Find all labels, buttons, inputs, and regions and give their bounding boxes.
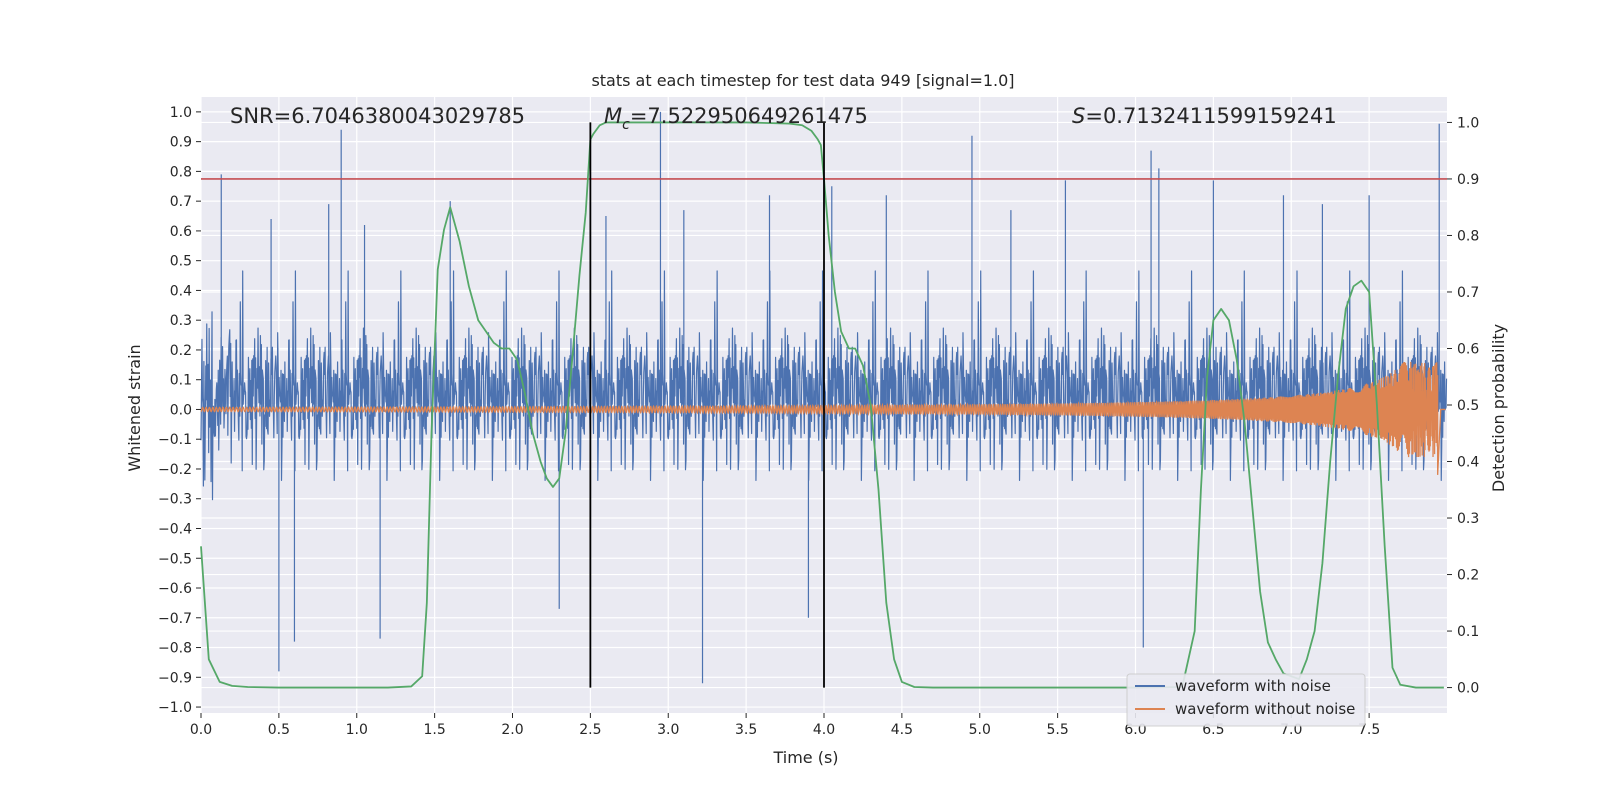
y-tick-label-left: −1.0 xyxy=(158,700,192,716)
y-tick-label-right: 0.4 xyxy=(1457,455,1479,471)
y-tick-label-right: 0.1 xyxy=(1457,624,1479,640)
annotation-s-value: =0.7132411599159241 xyxy=(1085,104,1336,128)
y-axis-label-right: Detection probability xyxy=(1489,324,1508,492)
y-tick-label-right: 0.2 xyxy=(1457,568,1479,584)
x-tick-label: 3.0 xyxy=(657,722,679,738)
y-tick-label-right: 1.0 xyxy=(1457,115,1479,131)
y-tick-label-left: −0.9 xyxy=(158,670,192,686)
y-tick-label-left: 0.6 xyxy=(170,224,192,240)
y-tick-label-right: 0.5 xyxy=(1457,398,1479,414)
x-tick-label: 2.0 xyxy=(501,722,523,738)
x-tick-label: 4.5 xyxy=(891,722,913,738)
y-tick-label-right: 0.6 xyxy=(1457,341,1479,357)
x-tick-label: 1.5 xyxy=(423,722,445,738)
annotation-mc-subscript: c xyxy=(622,117,630,133)
annotation-snr: SNR=6.7046380043029785 xyxy=(230,104,525,128)
y-tick-label-left: 0.7 xyxy=(170,194,192,210)
clean-waveform xyxy=(200,361,1446,475)
x-tick-label: 5.0 xyxy=(969,722,991,738)
y-tick-label-left: −0.7 xyxy=(158,611,192,627)
x-tick-label: 1.0 xyxy=(346,722,368,738)
legend: waveform with noise waveform without noi… xyxy=(1126,673,1366,727)
y-tick-label-left: 0.9 xyxy=(170,135,192,151)
x-axis-label: Time (s) xyxy=(772,748,838,767)
annotation-mc: Mc=7.522950649261475 xyxy=(604,104,868,133)
annotation-s: S=0.7132411599159241 xyxy=(1072,104,1337,128)
chart-title: stats at each timestep for test data 949… xyxy=(591,71,1014,90)
y-tick-label-left: 0.0 xyxy=(170,402,192,418)
y-tick-label-left: 1.0 xyxy=(170,105,192,121)
y-tick-label-right: 0.3 xyxy=(1457,511,1479,527)
x-tick-label: 3.5 xyxy=(735,722,757,738)
x-tick-label: 5.5 xyxy=(1046,722,1068,738)
x-tick-label: 0.0 xyxy=(190,722,212,738)
y-tick-label-left: 0.8 xyxy=(170,164,192,180)
legend-box xyxy=(1126,673,1366,727)
y-tick-label-left: 0.4 xyxy=(170,283,192,299)
y-tick-label-right: 0.8 xyxy=(1457,228,1479,244)
y-tick-label-left: −0.5 xyxy=(158,551,192,567)
annotation-s-symbol: S xyxy=(1072,104,1085,128)
clean-waveform-line xyxy=(200,361,1446,475)
y-tick-label-right: 0.9 xyxy=(1457,172,1479,188)
y-tick-label-left: −0.4 xyxy=(158,521,192,537)
vertical-lines xyxy=(589,122,825,688)
legend-label-clean: waveform without noise xyxy=(1175,700,1355,718)
axes: 0.0 0.5 1.0 1.5 2.0 2.5 3.0 3.5 4.0 4.5 5.0 5.5 6.0 6… xyxy=(158,105,1479,738)
y-tick-label-left: 0.5 xyxy=(170,254,192,270)
y-tick-label-right: 0.0 xyxy=(1457,681,1479,697)
x-tick-label: 2.5 xyxy=(579,722,601,738)
legend-label-noise: waveform with noise xyxy=(1175,677,1331,695)
y-tick-label-left: −0.2 xyxy=(158,462,192,478)
y-axis-label-left: Whitened strain xyxy=(125,344,144,471)
y-tick-label-left: −0.1 xyxy=(158,432,192,448)
y-tick-label-left: −0.8 xyxy=(158,641,192,657)
x-tick-label: 4.0 xyxy=(813,722,835,738)
y-tick-label-left: −0.3 xyxy=(158,492,192,508)
y-tick-label-left: 0.3 xyxy=(170,313,192,329)
y-tick-label-left: 0.2 xyxy=(170,343,192,359)
annotation-mc-symbol: M xyxy=(604,104,622,128)
y-tick-label-right: 0.7 xyxy=(1457,285,1479,301)
y-tick-label-left: −0.6 xyxy=(158,581,192,597)
y-tick-label-left: 0.1 xyxy=(170,373,192,389)
x-tick-label: 0.5 xyxy=(268,722,290,738)
annotation-mc-value: =7.522950649261475 xyxy=(630,104,868,128)
